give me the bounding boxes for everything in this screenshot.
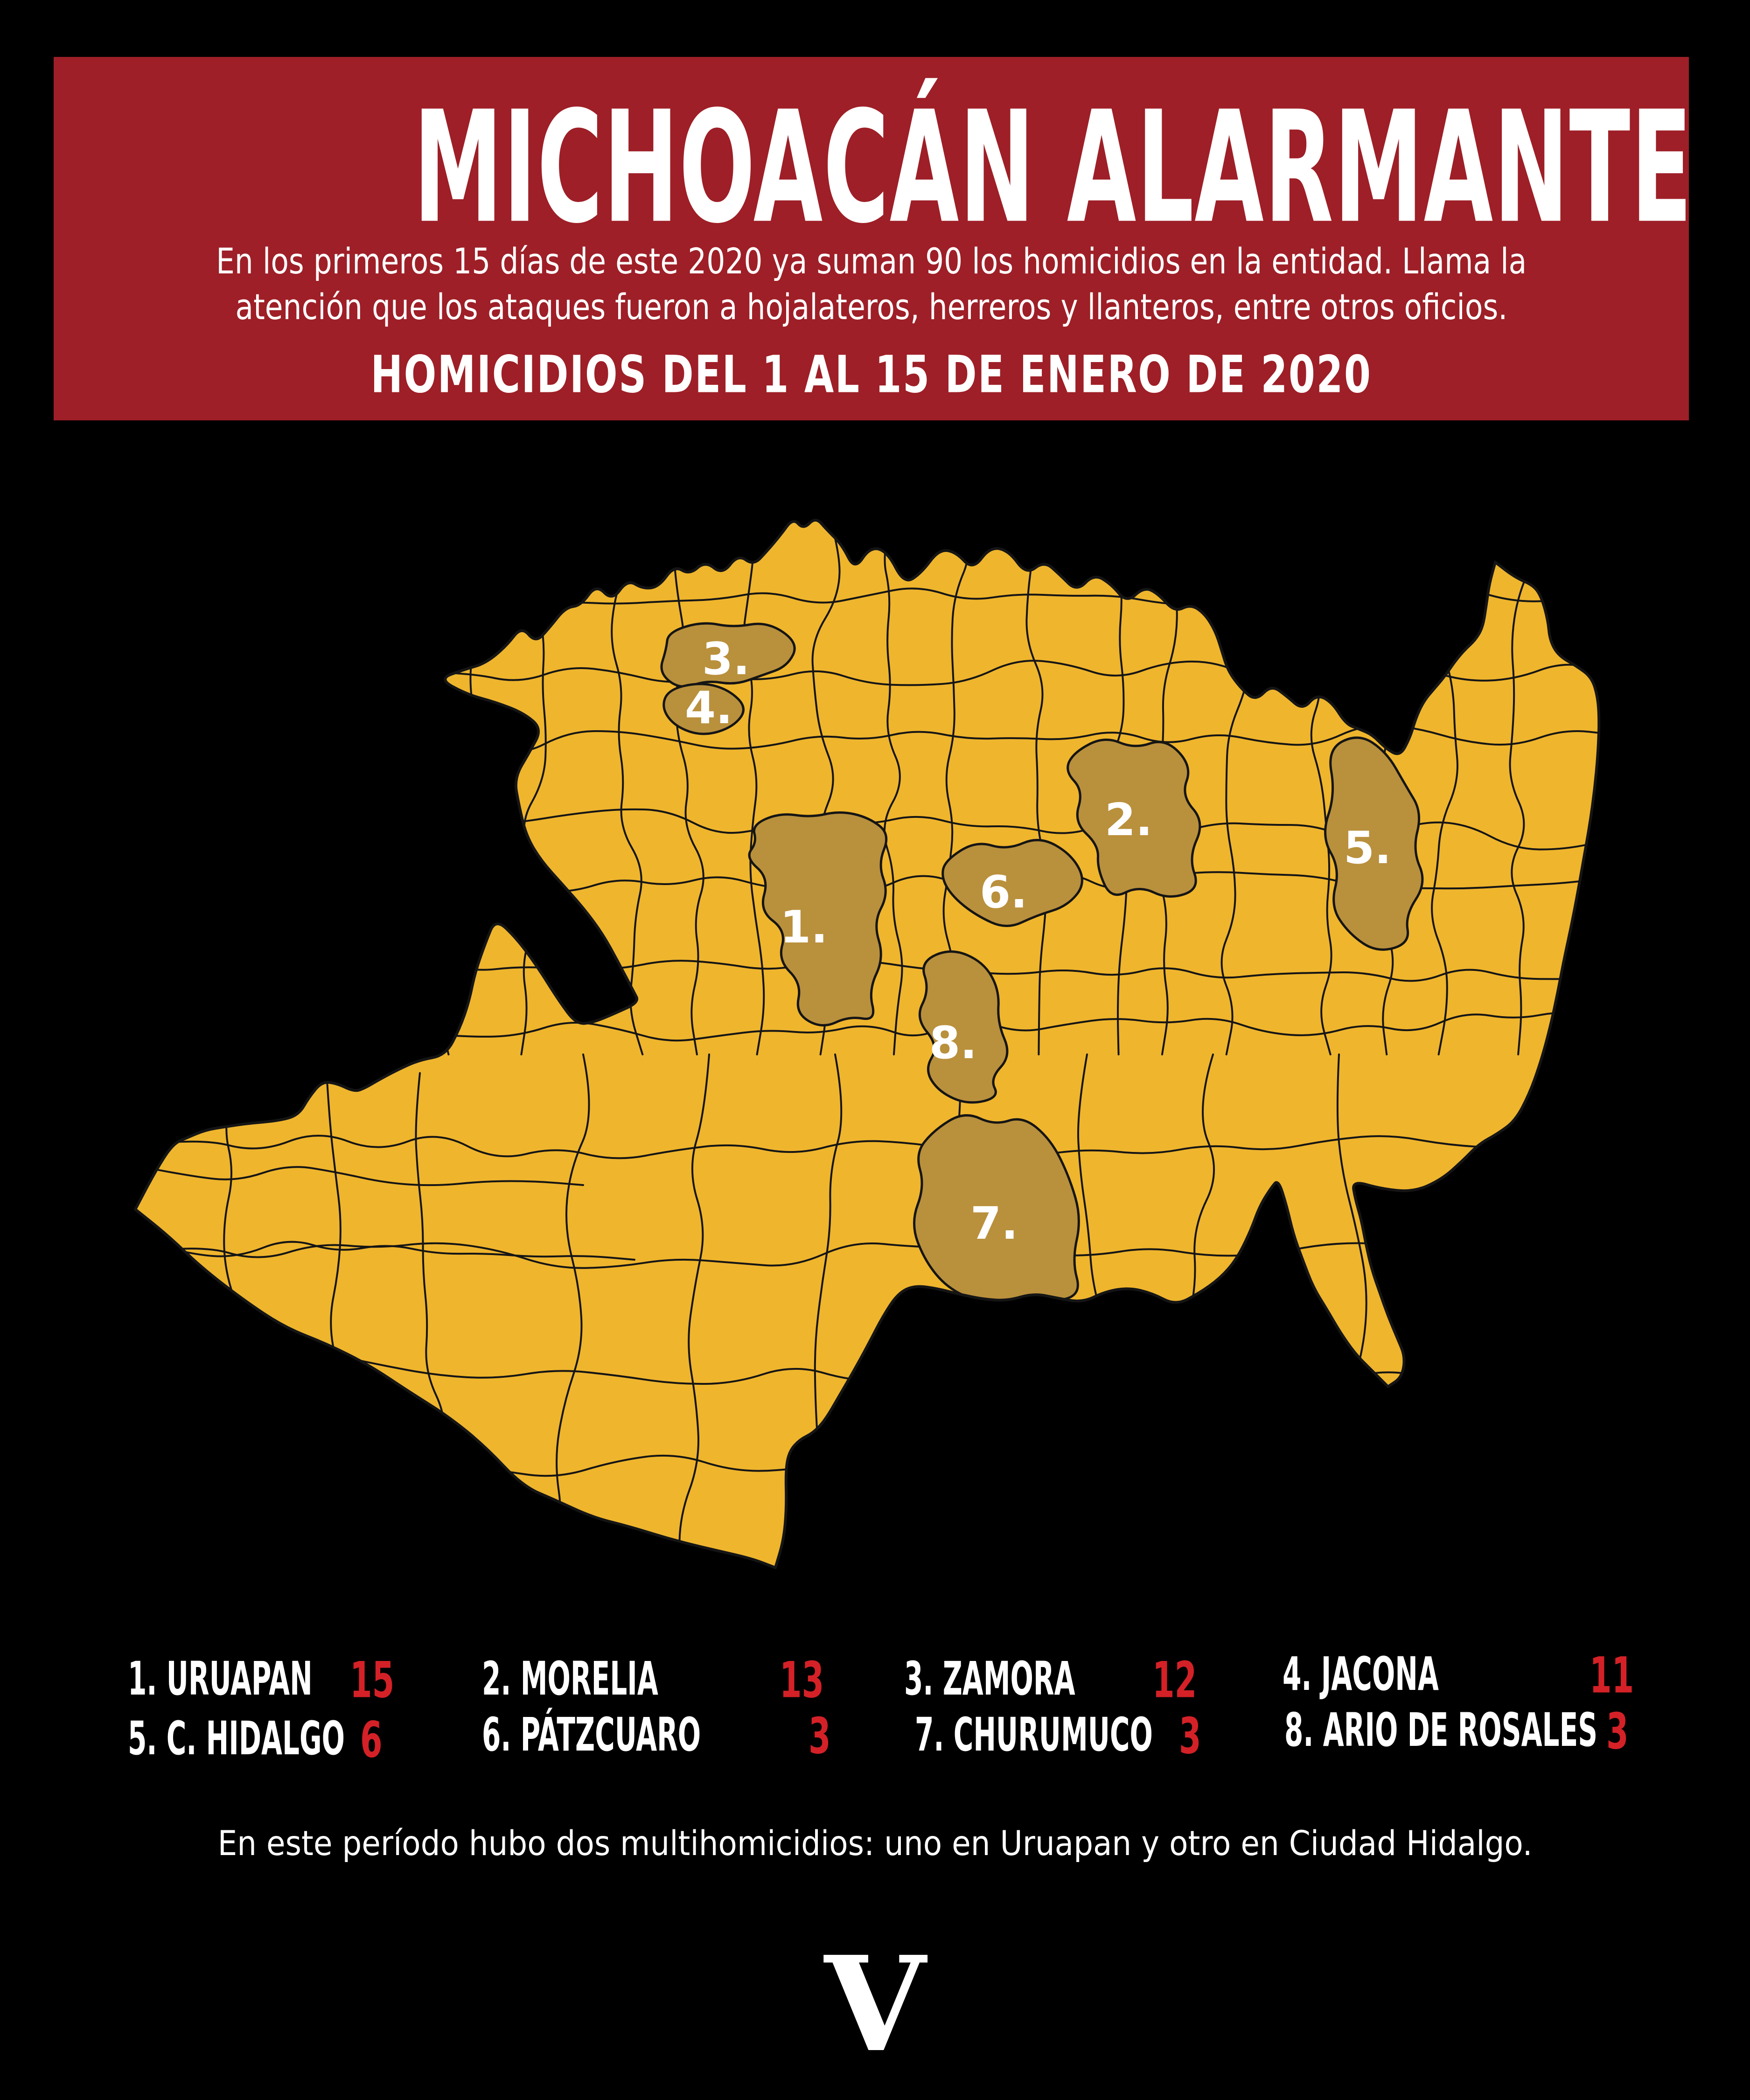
footer-note: En este período hubo dos multihomicidios… <box>217 1823 1533 1864</box>
legend-item-jacona: 4. JACONA 11 <box>1283 1647 1634 1704</box>
legend-label: 5. C. HIDALGO <box>128 1711 345 1765</box>
subtitle-line-1: En los primeros 15 días de este 2020 ya … <box>216 240 1527 282</box>
legend-item-patzcuaro: 6. PÁTZCUARO 3 <box>482 1708 831 1765</box>
legend-label: 6. PÁTZCUARO <box>482 1708 701 1762</box>
legend-item-zamora: 3. ZAMORA 12 <box>904 1652 1197 1709</box>
legend-value: 12 <box>1152 1652 1197 1709</box>
map-marker-morelia: 2. <box>1105 795 1152 846</box>
legend-value: 3 <box>809 1708 831 1765</box>
legend-value: 6 <box>360 1711 383 1769</box>
legend-item-morelia: 2. MORELIA 13 <box>482 1652 824 1709</box>
legend-value: 11 <box>1590 1647 1634 1705</box>
header-banner: MICHOACÁN ALARMANTE En los primeros 15 d… <box>54 57 1692 420</box>
highlighted-municipalities <box>660 622 1424 1307</box>
legend-value: 15 <box>350 1652 395 1709</box>
map-marker-c-hidalgo: 5. <box>1344 823 1391 874</box>
subtitle-line-2: atención que los ataques fueron a hojala… <box>235 286 1507 328</box>
legend-item-c-hidalgo: 5. C. HIDALGO 6 <box>128 1711 457 1769</box>
map-marker-uruapan: 1. <box>780 902 828 953</box>
section-heading: HOMICIDIOS DEL 1 AL 15 DE ENERO DE 2020 <box>370 344 1372 405</box>
legend-value: 3 <box>1606 1703 1629 1761</box>
legend-label: 7. CHURUMUCO <box>915 1708 1153 1762</box>
legend-label: 8. ARIO DE ROSALES <box>1284 1703 1598 1757</box>
legend-label: 2. MORELIA <box>482 1652 658 1706</box>
state-outline <box>134 518 1601 1569</box>
map-marker-ario-rosales: 8. <box>929 1018 977 1069</box>
map-marker-jacona: 4. <box>685 683 732 734</box>
legend-label: 3. ZAMORA <box>904 1652 1075 1706</box>
state-silhouette <box>133 519 1600 1570</box>
legend-value: 13 <box>780 1652 824 1709</box>
map-marker-patzcuaro: 6. <box>980 867 1027 918</box>
legend-value: 3 <box>1179 1708 1201 1765</box>
legend-item-uruapan: 1. URUAPAN 15 <box>128 1652 408 1709</box>
brand-v-logo: V <box>824 1928 926 2081</box>
page-title: MICHOACÁN ALARMANTE <box>413 78 1693 258</box>
map-marker-churumuco: 7. <box>970 1198 1018 1249</box>
legend-label: 4. JACONA <box>1283 1647 1439 1701</box>
legend-item-churumuco: 7. CHURUMUCO 3 <box>915 1708 1276 1765</box>
legend-label: 1. URUAPAN <box>128 1652 313 1706</box>
legend-item-ario-rosales: 8. ARIO DE ROSALES 3 <box>1284 1703 1750 1761</box>
map-marker-zamora: 3. <box>702 634 750 685</box>
